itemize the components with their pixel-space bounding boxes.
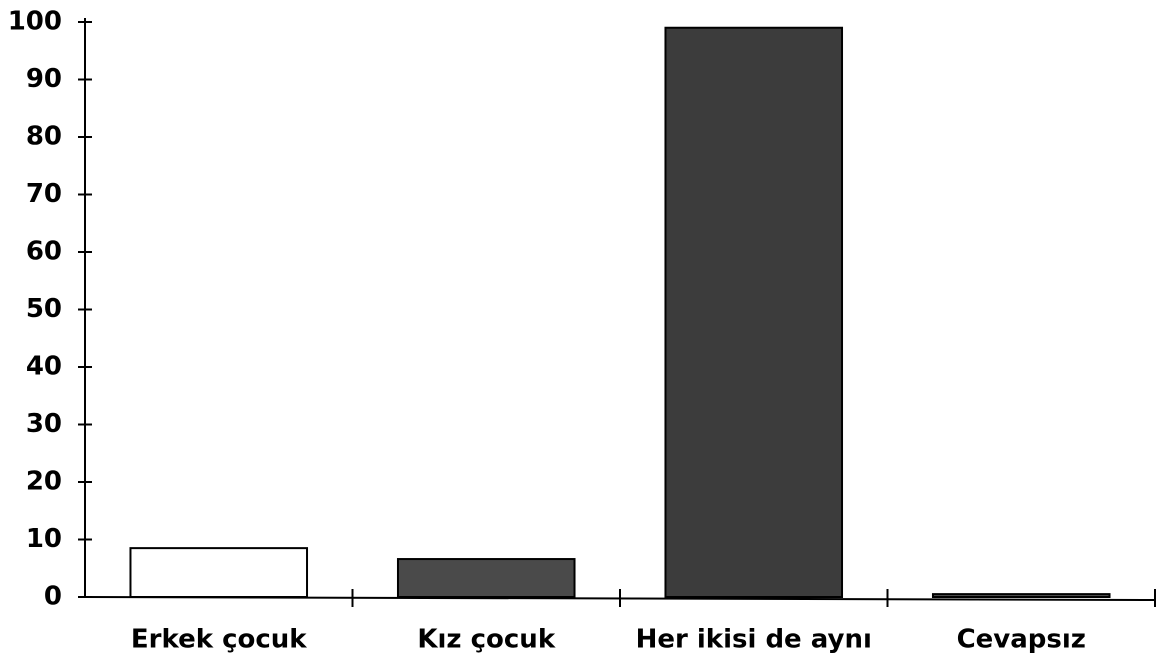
y-tick-label: 60 <box>26 237 62 267</box>
y-tick-label: 40 <box>26 352 62 382</box>
x-tick-label: Kız çocuk <box>417 625 555 655</box>
y-tick-label: 100 <box>8 7 62 37</box>
bar <box>129 547 309 598</box>
y-tick-label: 90 <box>26 64 62 94</box>
y-tick-label: 70 <box>26 179 62 209</box>
y-tick-label: 20 <box>26 467 62 497</box>
bar <box>931 593 1111 598</box>
x-tick-label: Erkek çocuk <box>131 625 307 655</box>
y-tick-label: 0 <box>44 582 62 612</box>
y-tick-label: 10 <box>26 524 62 554</box>
bar <box>664 26 844 598</box>
y-tick-label: 30 <box>26 409 62 439</box>
bar <box>396 558 576 598</box>
x-tick-label: Her ikisi de aynı <box>636 625 872 655</box>
x-tick-label: Cevapsız <box>957 625 1086 655</box>
y-tick-label: 80 <box>26 122 62 152</box>
y-tick-label: 50 <box>26 294 62 324</box>
